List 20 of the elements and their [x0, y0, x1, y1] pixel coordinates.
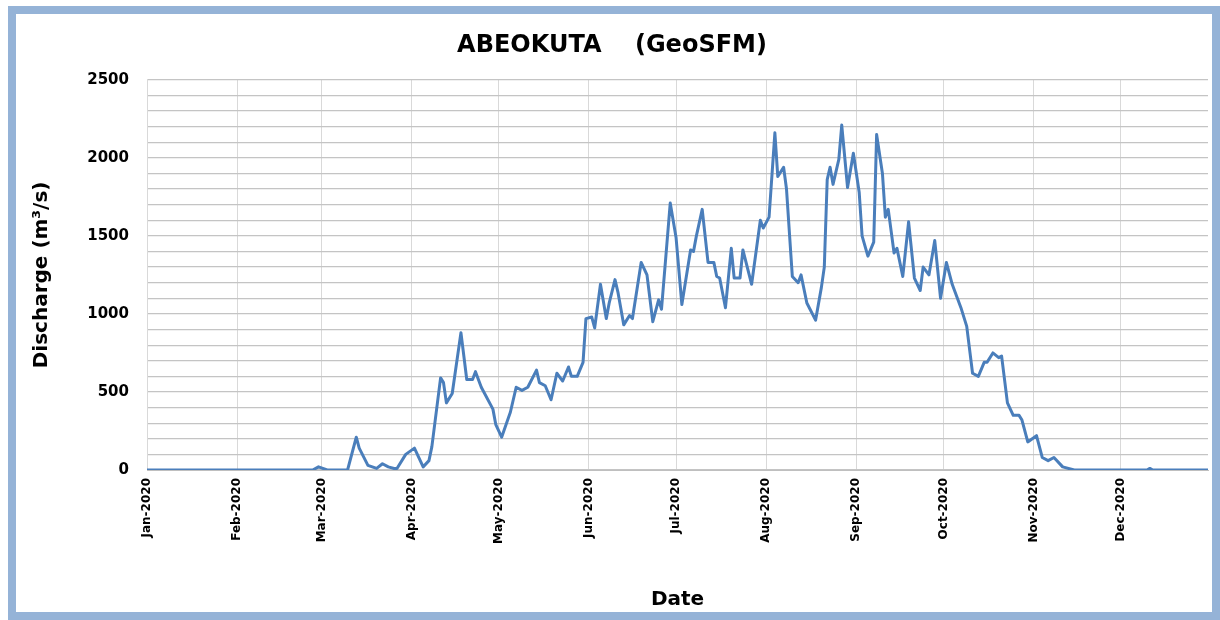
- x-tick-label: Dec-2020: [1112, 478, 1127, 542]
- x-tick-label: Jul-2020: [668, 478, 683, 535]
- x-tick-label: Oct-2020: [935, 478, 950, 540]
- x-tick-label: Jun-2020: [580, 478, 595, 539]
- y-axis-title: Discharge (m³/s): [28, 181, 53, 369]
- x-tick-label: Aug-2020: [758, 478, 773, 543]
- x-tick-label: Nov-2020: [1025, 478, 1040, 543]
- x-tick-label: Mar-2020: [313, 478, 328, 543]
- y-tick-label: 1500: [87, 225, 129, 244]
- y-tick-label: 500: [97, 381, 129, 400]
- y-tick-label: 1000: [87, 303, 129, 322]
- x-tick-label: Apr-2020: [403, 478, 418, 541]
- y-tick-label: 2000: [87, 147, 129, 166]
- y-tick-label: 0: [118, 459, 129, 478]
- x-tick-label: Jan-2020: [139, 478, 154, 539]
- y-tick-label: 2500: [87, 69, 129, 88]
- chart-title: ABEOKUTA (GeoSFM): [457, 29, 767, 58]
- x-tick-label: Sep-2020: [848, 478, 863, 542]
- x-tick-label: May-2020: [490, 478, 505, 544]
- x-tick-label: Feb-2020: [229, 478, 244, 541]
